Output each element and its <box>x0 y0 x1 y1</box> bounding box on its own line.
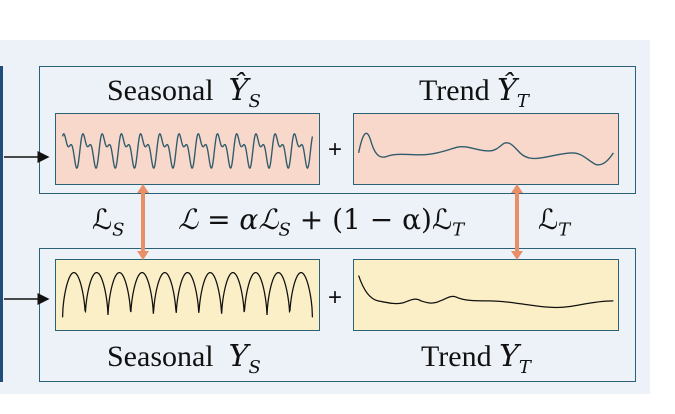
seasonal-loss-arrowhead-up <box>137 184 149 193</box>
trend-loss-label: ℒT <box>538 203 571 241</box>
top-seasonal-label: Seasonal ŶS <box>107 76 261 111</box>
bottom-seasonal-label: Seasonal YS <box>107 342 261 377</box>
top-trend-label: Trend ŶT <box>419 76 529 111</box>
true-seasonal-wave <box>61 271 314 318</box>
predicted-seasonal-panel <box>55 113 320 185</box>
true-trend-panel <box>353 259 619 331</box>
top-trend-symbol: ŶT <box>497 73 529 112</box>
bottom-trend-symbol: YT <box>499 339 531 378</box>
bottom-trend-text: Trend <box>421 340 492 373</box>
predicted-trend-curve <box>357 132 614 166</box>
seasonal-loss-label: ℒS <box>92 203 125 241</box>
top-plus-sign: + <box>328 136 343 163</box>
left-divider <box>0 66 3 382</box>
true-trend-curve <box>358 275 614 309</box>
loss-equation: ℒ = αℒS + (1 − α)ℒT <box>178 203 465 241</box>
top-seasonal-symbol: ŶS <box>228 73 261 112</box>
top-seasonal-text: Seasonal <box>107 74 214 107</box>
seasonal-loss-arrowhead-down <box>137 251 149 260</box>
bottom-seasonal-text: Seasonal <box>107 340 214 373</box>
trend-loss-arrowhead-up <box>511 184 523 193</box>
bottom-seasonal-symbol: YS <box>228 339 261 378</box>
trend-loss-arrowhead-down <box>511 251 523 260</box>
predicted-trend-panel <box>353 113 619 185</box>
top-trend-text: Trend <box>419 74 490 107</box>
bottom-trend-label: Trend YT <box>421 342 531 377</box>
bottom-plus-sign: + <box>328 284 343 311</box>
true-seasonal-panel <box>55 259 320 331</box>
predicted-seasonal-wave <box>61 132 314 170</box>
